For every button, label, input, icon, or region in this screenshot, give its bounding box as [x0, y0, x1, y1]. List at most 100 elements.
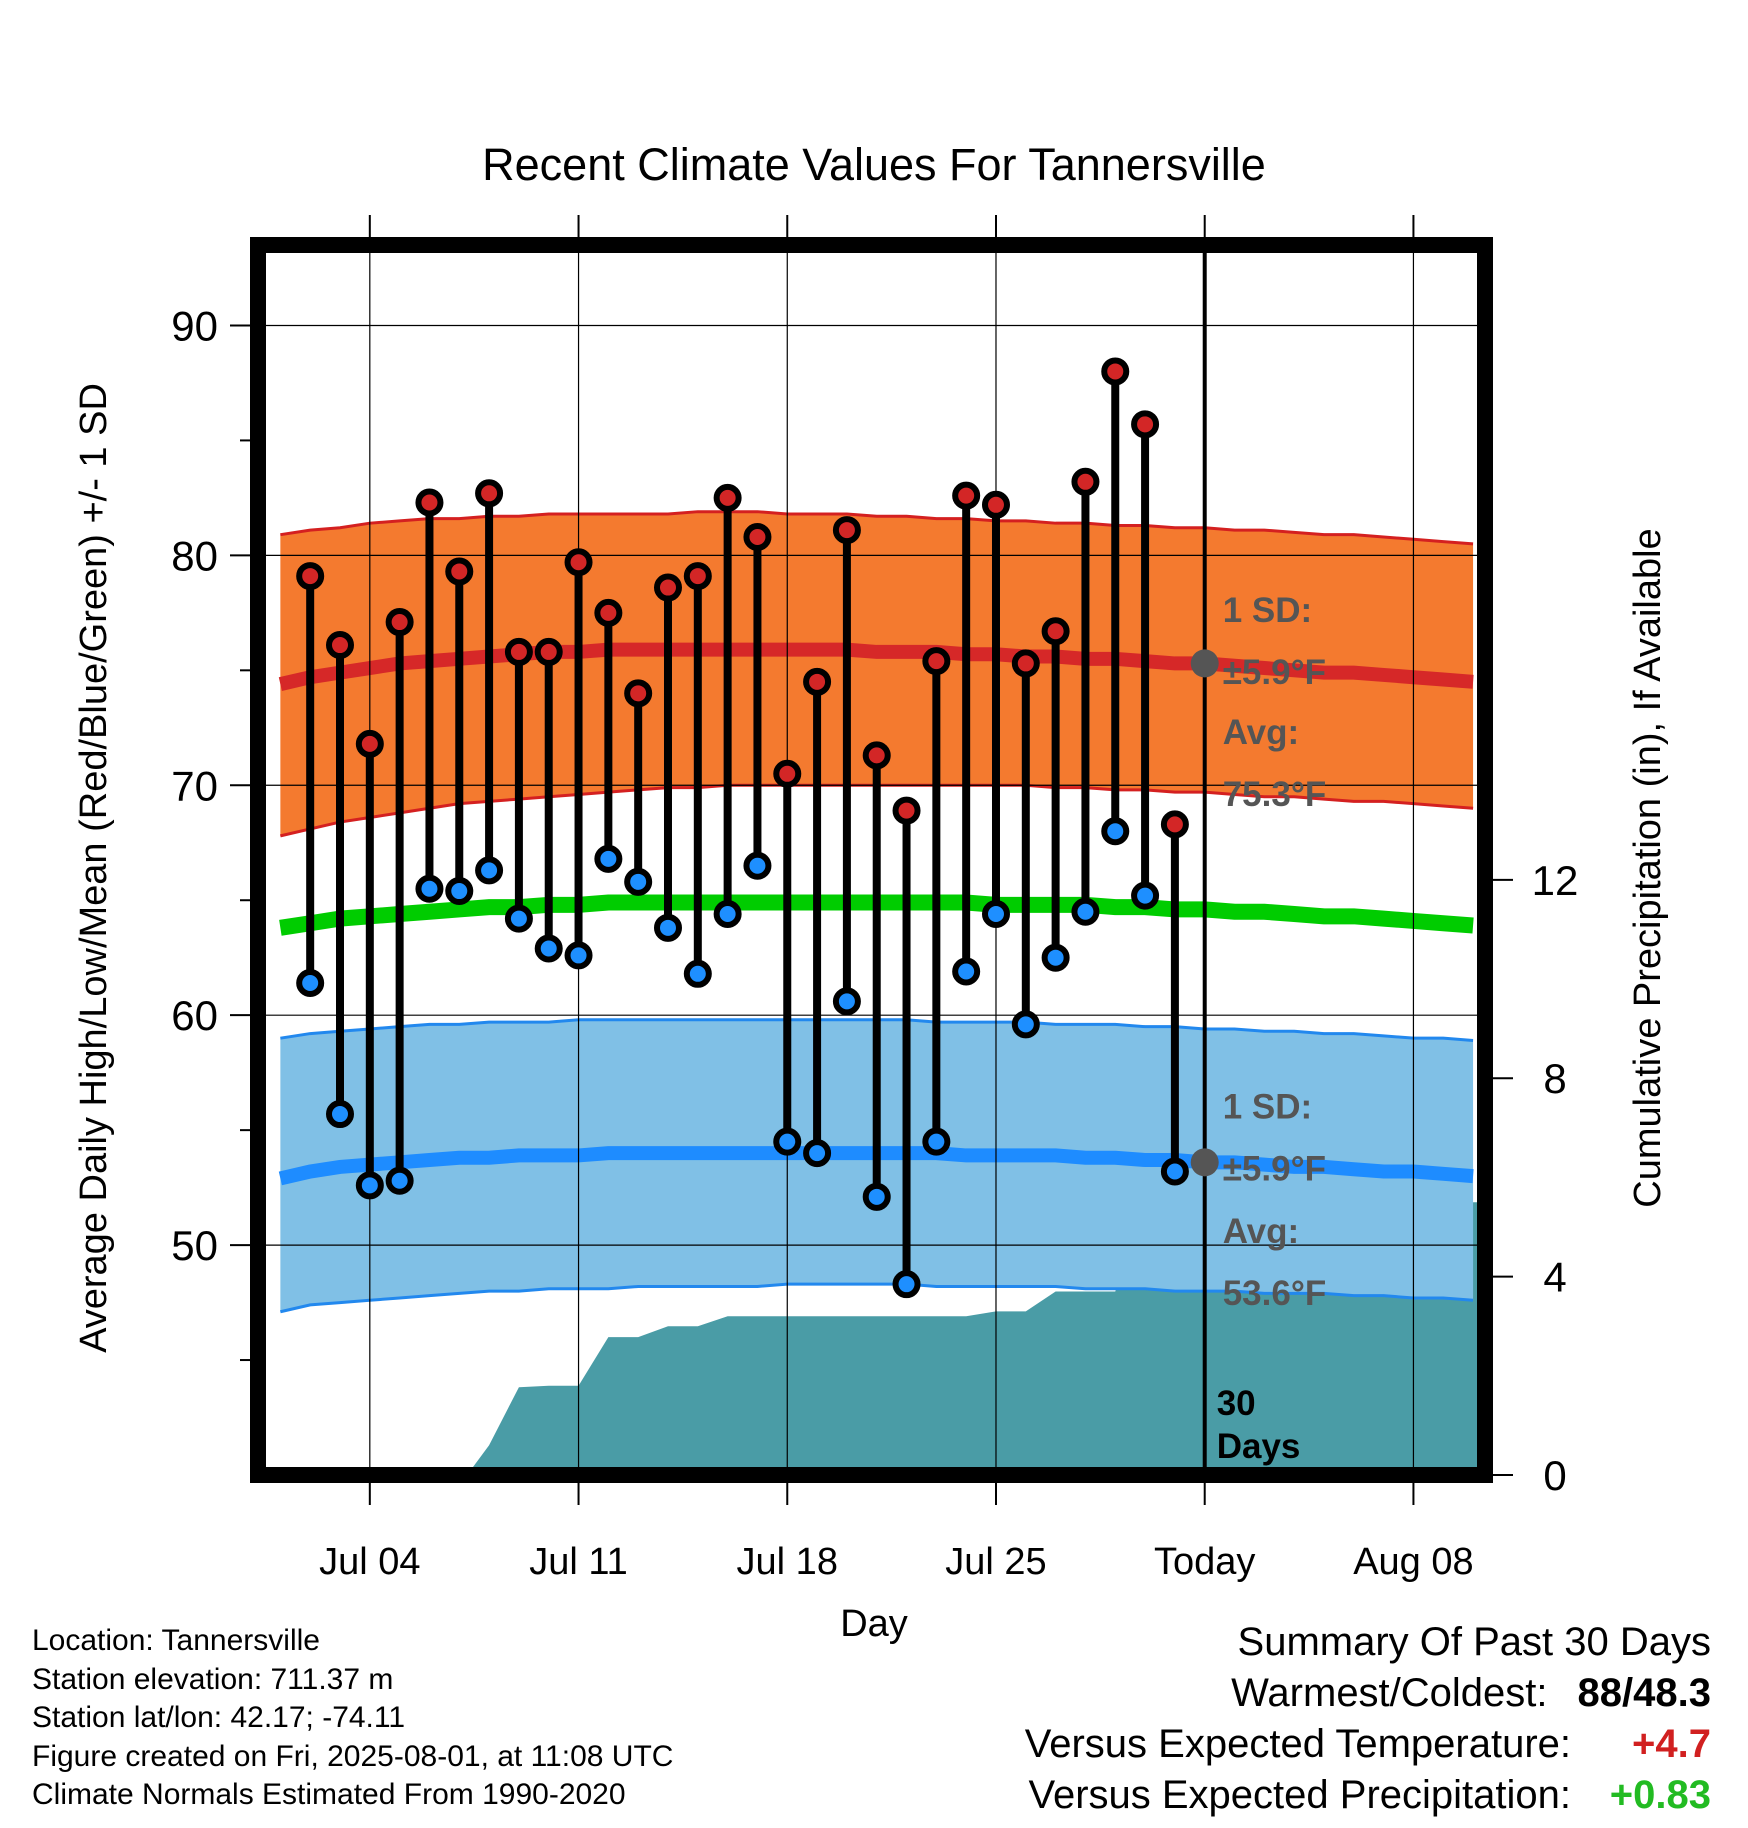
precip-anomaly-value: +0.83 — [1609, 1773, 1711, 1817]
x-tick-label: Jul 18 — [737, 1541, 838, 1583]
obs-high-point — [1071, 467, 1100, 496]
obs-high-point — [832, 516, 861, 545]
obs-high-point — [683, 562, 712, 591]
obs-high-point — [385, 608, 414, 637]
obs-high-point — [922, 647, 951, 676]
x-tick-label: Jul 04 — [319, 1541, 420, 1583]
chart-title: Recent Climate Values For Tannersville — [482, 139, 1266, 190]
obs-low-point — [832, 987, 861, 1016]
normals-period: Climate Normals Estimated From 1990-2020 — [32, 1778, 626, 1811]
obs-high-point — [1160, 810, 1189, 839]
obs-low-point — [534, 934, 563, 963]
obs-high-point — [713, 483, 742, 512]
temp-anomaly-label: Versus Expected Temperature: — [1024, 1722, 1571, 1766]
obs-low-point — [504, 904, 533, 933]
station-elevation: Station elevation: 711.37 m — [32, 1662, 394, 1696]
obs-low-point — [1101, 817, 1130, 846]
x-tick-label: Jul 11 — [529, 1541, 628, 1583]
y-tick-label: 90 — [171, 302, 218, 349]
obs-high-point — [504, 637, 533, 666]
annotation-text-1: ±5.9°F — [1223, 653, 1326, 692]
obs-high-point — [624, 679, 653, 708]
obs-high-point — [475, 479, 504, 508]
station-location: Location: Tannersville — [32, 1624, 320, 1657]
obs-low-point — [683, 959, 712, 988]
summary-title: Summary Of Past 30 Days — [1237, 1620, 1711, 1664]
low-sd-lower-line — [280, 1282, 1474, 1314]
y2-tick-label: 8 — [1543, 1055, 1566, 1102]
obs-low-point — [624, 867, 653, 896]
warmest-coldest-value: 88/48.3 — [1577, 1671, 1711, 1715]
obs-high-point — [594, 598, 623, 627]
obs-low-point — [862, 1182, 891, 1211]
obs-high-point — [1131, 410, 1160, 439]
plot-area: 1 SD: ±5.9°F Avg: 75.3°F 1 SD: ±5.9°F Avg: 53.6… — [171, 215, 1578, 1583]
obs-high-point — [445, 557, 474, 586]
obs-low-point — [385, 1166, 414, 1195]
y2-axis-label: Cumulative Precipitation (in), If Availa… — [1627, 528, 1669, 1207]
obs-high-point — [325, 631, 354, 660]
obs-low-point — [1131, 881, 1160, 910]
y2-tick-label: 4 — [1543, 1254, 1566, 1301]
obs-high-point — [773, 759, 802, 788]
obs-low-point — [1160, 1157, 1189, 1186]
obs-high-point — [862, 741, 891, 770]
obs-high-point — [803, 667, 832, 696]
obs-low-point — [892, 1270, 921, 1299]
plot-frame — [250, 237, 1493, 1483]
obs-low-point — [743, 851, 772, 880]
precip-anomaly-label: Versus Expected Precipitation: — [1028, 1773, 1571, 1817]
x-axis-label: Day — [840, 1603, 908, 1645]
station-latlon: Station lat/lon: 42.17; -74.11 — [32, 1701, 406, 1734]
obs-low-point — [653, 913, 682, 942]
obs-high-point — [653, 573, 682, 602]
y-tick-label: 80 — [171, 532, 218, 579]
y2-tick-label: 0 — [1543, 1452, 1566, 1499]
obs-high-point — [415, 488, 444, 517]
obs-high-point — [952, 481, 981, 510]
x-tick-label: Jul 25 — [945, 1541, 1046, 1583]
normal-high-line — [278, 642, 1474, 691]
plot-content: 1 SD: ±5.9°F Avg: 75.3°F 1 SD: ±5.9°F Avg: 53.6… — [258, 245, 1485, 1475]
obs-high-point — [1101, 357, 1130, 386]
annotation-text-0: 1 SD: — [1223, 591, 1312, 630]
x-tick-label: Aug 08 — [1353, 1541, 1473, 1583]
obs-high-point — [355, 729, 384, 758]
obs-high-point — [892, 796, 921, 825]
station-info: Location: Tannersville Station elevation… — [32, 1622, 673, 1815]
obs-low-point — [1041, 943, 1070, 972]
obs-low-point — [475, 856, 504, 885]
obs-high-point — [981, 490, 1010, 519]
today-high-avg-marker — [1190, 649, 1219, 678]
window-label-30: 30 — [1217, 1384, 1256, 1423]
annotation-text-3: 75.3°F — [1223, 775, 1327, 814]
y-tick-label: 60 — [171, 992, 218, 1039]
x-tick-label: Today — [1154, 1541, 1255, 1583]
obs-low-point — [415, 874, 444, 903]
obs-low-point — [773, 1127, 802, 1156]
obs-low-point — [445, 877, 474, 906]
obs-low-point — [1071, 897, 1100, 926]
obs-low-point — [922, 1127, 951, 1156]
today-low-avg-marker — [1190, 1148, 1219, 1177]
warmest-coldest-label: Warmest/Coldest: — [1231, 1671, 1548, 1715]
high-sd-upper-line — [280, 510, 1474, 546]
summary-panel: Summary Of Past 30 Days Warmest/Coldest:… — [1025, 1620, 1711, 1824]
obs-low-point — [564, 941, 593, 970]
y-tick-label: 70 — [171, 762, 218, 809]
obs-high-point — [743, 522, 772, 551]
y-tick-label: 50 — [171, 1222, 218, 1269]
obs-low-point — [325, 1100, 354, 1129]
figure-created: Figure created on Fri, 2025-08-01, at 11… — [32, 1739, 674, 1773]
obs-low-point — [952, 957, 981, 986]
obs-high-point — [1041, 617, 1070, 646]
annotation-text-4: 1 SD: — [1223, 1088, 1312, 1127]
obs-low-point — [981, 900, 1010, 929]
obs-high-point — [296, 562, 325, 591]
annotation-text-6: Avg: — [1223, 1212, 1299, 1251]
y2-tick-label: 12 — [1532, 857, 1579, 904]
obs-low-point — [355, 1171, 384, 1200]
obs-high-point — [534, 637, 563, 666]
obs-low-point — [1011, 1010, 1040, 1039]
